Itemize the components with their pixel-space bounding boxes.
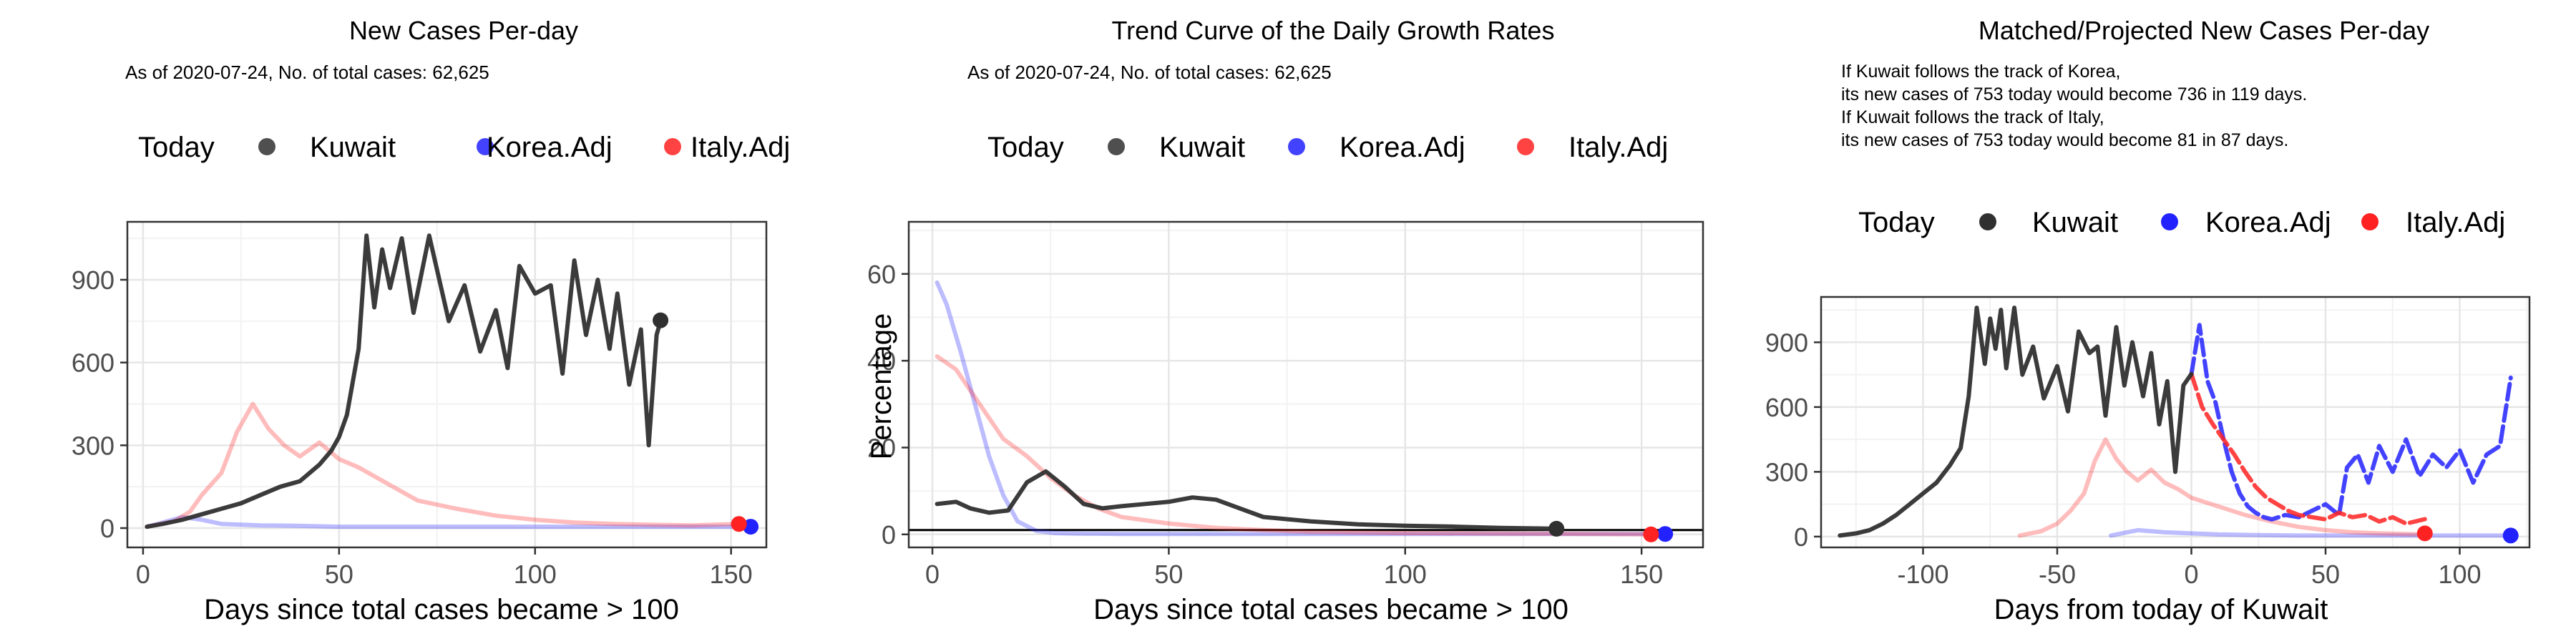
y-tick-label: 0	[882, 520, 896, 550]
today-point-korea-adj	[1657, 526, 1674, 542]
series-line-korea-adj	[935, 280, 1668, 537]
legend-marker-italy-adj	[2361, 213, 2379, 230]
panel-new-cases-per-day: New Cases Per-day As of 2020-07-24, No. o…	[72, 16, 790, 625]
x-tick-label: 150	[710, 560, 753, 589]
chart-subtitle: As of 2020-07-24, No. of total cases: 62…	[967, 62, 1332, 83]
panel-border	[126, 220, 768, 549]
panel-growth-rate-trend: Trend Curve of the Daily Growth Rates As …	[866, 16, 1704, 625]
legend: Today Kuwait Korea.Adj Italy.Adj	[1858, 207, 2505, 238]
chart-title: Matched/Projected New Cases Per-day	[1979, 16, 2429, 45]
plot-area	[1821, 297, 2529, 547]
y-tick-label: 0	[1794, 522, 1808, 552]
y-tick-label: 900	[1765, 328, 1808, 357]
legend-marker-korea-adj	[1288, 138, 1305, 155]
y-tick-label: 300	[72, 431, 114, 460]
chart-subtitle: As of 2020-07-24, No. of total cases: 62…	[125, 62, 489, 83]
y-tick-label: 60	[867, 260, 896, 289]
series-line-italy-adj-matched	[2017, 437, 2427, 538]
y-tick-label: 600	[72, 348, 114, 378]
today-point-korea-adj	[743, 519, 759, 535]
legend-label: Italy.Adj	[691, 132, 790, 163]
x-tick-label: 50	[2311, 560, 2340, 589]
projection-note-line: If Kuwait follows the track of Italy,	[1841, 107, 2104, 127]
legend-marker-kuwait	[1108, 138, 1125, 155]
legend-label: Korea.Adj	[2205, 207, 2331, 238]
today-point-italy-adj	[1643, 526, 1659, 542]
legend-marker-kuwait	[258, 138, 275, 155]
today-point-italy-adj-projected	[2416, 525, 2433, 542]
grid	[909, 222, 1703, 547]
legend-label: Italy.Adj	[1568, 132, 1668, 163]
x-axis-label: Days from today of Kuwait	[1994, 594, 2328, 625]
x-tick-label: 100	[2438, 560, 2481, 589]
grid	[127, 222, 766, 547]
series-line-kuwait	[935, 469, 1559, 531]
panel-border	[1820, 296, 2531, 549]
x-tick-label: 100	[1384, 560, 1427, 589]
projection-note-line: If Kuwait follows the track of Korea,	[1841, 62, 2120, 82]
projection-note-line: its new cases of 753 today would become …	[1841, 130, 2288, 150]
x-tick-label: -50	[2039, 560, 2076, 589]
legend-label: Italy.Adj	[2406, 207, 2505, 238]
x-tick-label: 50	[325, 560, 353, 589]
x-tick-label: 50	[1154, 560, 1183, 589]
series-line-italy-adj	[145, 401, 741, 530]
legend-title: Today	[138, 132, 215, 163]
chart-title: Trend Curve of the Daily Growth Rates	[1112, 16, 1555, 45]
x-tick-label: 150	[1620, 560, 1663, 589]
y-axis-label: Percentage	[866, 313, 897, 460]
chart-title: New Cases Per-day	[349, 16, 578, 45]
legend-label: Korea.Adj	[1340, 132, 1465, 163]
legend-marker-korea-adj	[2161, 213, 2178, 230]
today-point-kuwait	[653, 312, 669, 328]
legend-marker-korea-adj	[477, 138, 494, 155]
y-tick-label: 900	[72, 265, 114, 295]
series-line-korea-adj-projected	[2189, 323, 2513, 522]
legend-label: Korea.Adj	[487, 132, 613, 163]
today-point-korea-adj-projected	[2502, 527, 2519, 544]
y-tick-label: 20	[867, 433, 896, 462]
legend: Today Kuwait Korea.Adj Italy.Adj	[987, 132, 1668, 163]
y-tick-label: 0	[100, 514, 114, 543]
today-point-kuwait	[1548, 520, 1565, 537]
legend-marker-italy-adj	[664, 138, 681, 155]
x-axis-label: Days since total cases became > 100	[1093, 594, 1568, 625]
today-point-italy-adj	[731, 516, 747, 532]
legend-marker-italy-adj	[1517, 138, 1534, 155]
grid	[1821, 297, 2529, 547]
x-tick-label: 0	[136, 560, 150, 589]
legend-label: Kuwait	[2032, 207, 2118, 238]
series-line-kuwait	[1838, 306, 2194, 538]
x-tick-label: 100	[514, 560, 557, 589]
legend-label: Kuwait	[1159, 132, 1245, 163]
projection-note-line: its new cases of 753 today would become …	[1841, 84, 2307, 104]
legend-marker-kuwait	[1979, 213, 1996, 230]
panel-matched-projected: Matched/Projected New Cases Per-day If Ku…	[1765, 16, 2531, 625]
panel-border	[907, 220, 1704, 549]
legend-title: Today	[987, 132, 1064, 163]
series-line-kuwait	[145, 233, 663, 530]
x-tick-label: -100	[1897, 560, 1948, 589]
y-tick-label: 300	[1765, 457, 1808, 487]
y-tick-label: 600	[1765, 393, 1808, 422]
y-tick-label: 40	[867, 346, 896, 376]
series-line-italy-adj-projected	[2189, 371, 2427, 526]
legend: Today Kuwait Korea.Adj Italy.Adj	[138, 132, 790, 163]
legend-label: Kuwait	[310, 132, 396, 163]
x-axis-label: Days since total cases became > 100	[204, 594, 679, 625]
plot-area	[127, 222, 766, 547]
x-tick-label: 0	[925, 560, 940, 589]
plot-area	[909, 222, 1703, 547]
legend-title: Today	[1858, 207, 1935, 238]
x-tick-label: 0	[2184, 560, 2198, 589]
series-line-italy-adj	[935, 354, 1654, 537]
